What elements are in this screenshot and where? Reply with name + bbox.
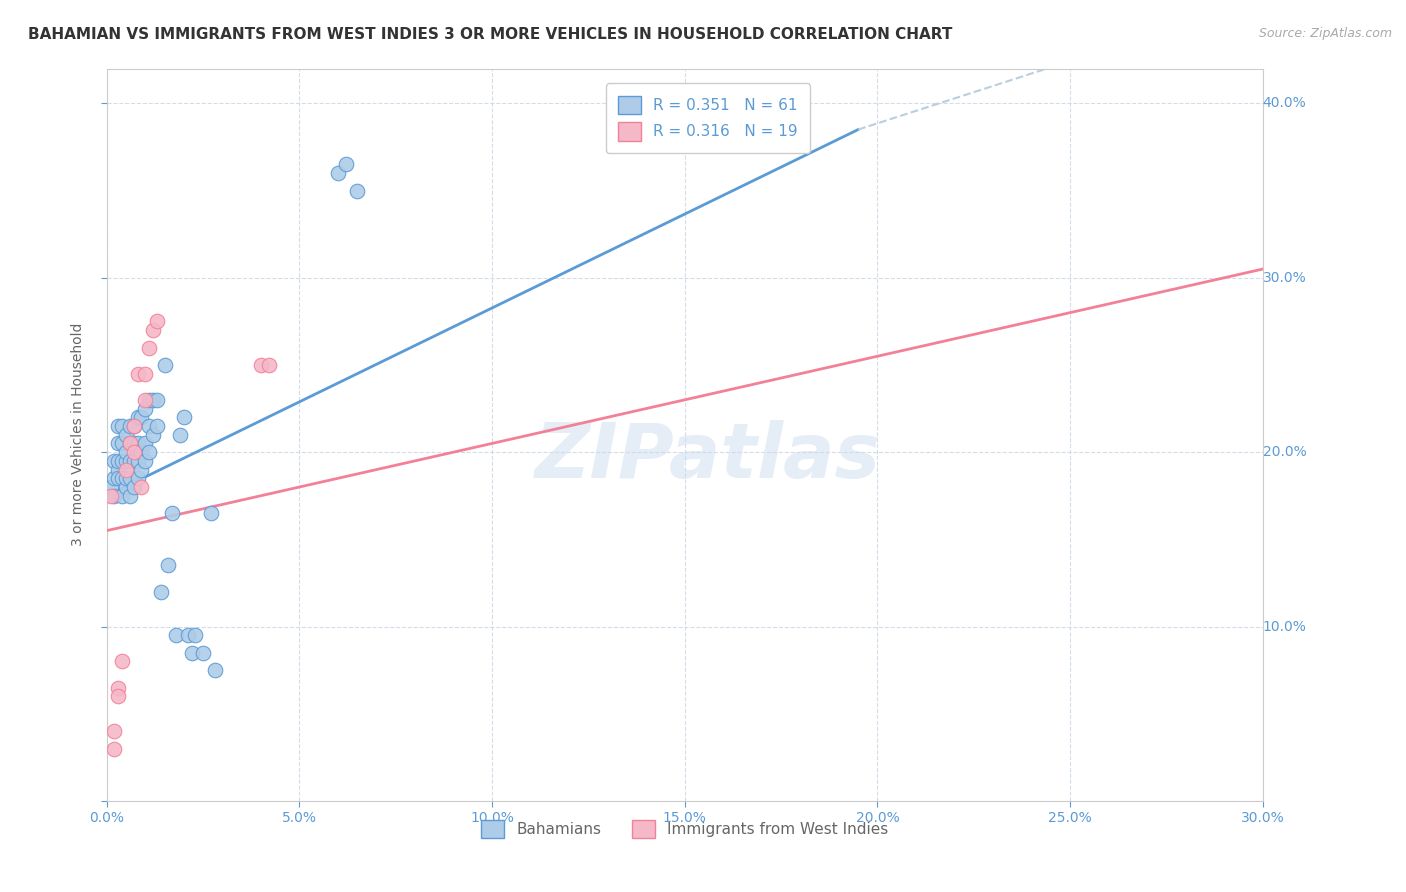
Point: [107, 681, 129, 695]
Text: 10.0%: 10.0%: [1263, 620, 1306, 633]
Point: [134, 454, 156, 468]
Point: [173, 410, 195, 425]
Point: [157, 558, 180, 573]
Point: [122, 436, 145, 450]
Point: [111, 654, 134, 668]
Point: [100, 489, 122, 503]
Point: [122, 454, 145, 468]
Point: [165, 628, 187, 642]
Point: [146, 419, 169, 434]
Point: [115, 427, 138, 442]
Point: [127, 454, 149, 468]
Text: 30.0%: 30.0%: [1263, 271, 1306, 285]
Text: BAHAMIAN VS IMMIGRANTS FROM WEST INDIES 3 OR MORE VEHICLES IN HOUSEHOLD CORRELAT: BAHAMIAN VS IMMIGRANTS FROM WEST INDIES …: [28, 27, 952, 42]
Point: [111, 419, 134, 434]
Point: [127, 471, 149, 485]
Point: [138, 341, 160, 355]
Point: [134, 401, 156, 416]
Point: [131, 480, 153, 494]
Point: [200, 506, 222, 520]
Point: [107, 419, 129, 434]
Point: [134, 367, 156, 381]
Point: [107, 690, 129, 704]
Point: [180, 646, 202, 660]
Point: [118, 436, 141, 450]
Point: [111, 471, 134, 485]
Point: [103, 724, 125, 739]
Point: [326, 166, 349, 180]
Point: [122, 419, 145, 434]
Point: [118, 471, 141, 485]
Point: [118, 419, 141, 434]
Point: [142, 323, 165, 337]
Point: [115, 462, 138, 476]
Point: [346, 184, 368, 198]
Point: [111, 436, 134, 450]
Point: [142, 427, 165, 442]
Point: [204, 663, 226, 677]
Point: [335, 157, 357, 171]
Point: [115, 445, 138, 459]
Point: [257, 358, 280, 372]
Point: [169, 427, 191, 442]
Text: Source: ZipAtlas.com: Source: ZipAtlas.com: [1258, 27, 1392, 40]
Point: [127, 367, 149, 381]
Point: [134, 392, 156, 407]
Point: [131, 462, 153, 476]
Point: [103, 454, 125, 468]
Point: [146, 314, 169, 328]
Point: [111, 489, 134, 503]
Point: [118, 436, 141, 450]
Point: [103, 741, 125, 756]
Point: [127, 436, 149, 450]
Point: [134, 436, 156, 450]
Point: [250, 358, 273, 372]
Point: [107, 462, 129, 476]
Point: [118, 489, 141, 503]
Point: [107, 471, 129, 485]
Point: [107, 454, 129, 468]
Point: [118, 454, 141, 468]
Point: [142, 392, 165, 407]
Point: [100, 480, 122, 494]
Point: [111, 454, 134, 468]
Point: [162, 506, 184, 520]
Point: [184, 628, 207, 642]
Point: [115, 471, 138, 485]
Point: [103, 489, 125, 503]
Point: [138, 445, 160, 459]
Point: [149, 584, 172, 599]
Point: [103, 471, 125, 485]
Point: [127, 410, 149, 425]
Point: [176, 628, 198, 642]
Point: [122, 480, 145, 494]
Point: [138, 419, 160, 434]
Point: [131, 410, 153, 425]
Point: [131, 445, 153, 459]
Text: 20.0%: 20.0%: [1263, 445, 1306, 459]
Point: [122, 445, 145, 459]
Point: [115, 480, 138, 494]
Point: [107, 436, 129, 450]
Point: [146, 392, 169, 407]
Point: [122, 419, 145, 434]
Point: [138, 392, 160, 407]
Point: [191, 646, 214, 660]
Text: ZIPatlas: ZIPatlas: [534, 419, 882, 493]
Y-axis label: 3 or more Vehicles in Household: 3 or more Vehicles in Household: [72, 323, 86, 547]
Text: 40.0%: 40.0%: [1263, 96, 1306, 111]
Point: [115, 454, 138, 468]
Point: [153, 358, 176, 372]
Legend: Bahamians, Immigrants from West Indies: Bahamians, Immigrants from West Indies: [475, 814, 894, 845]
